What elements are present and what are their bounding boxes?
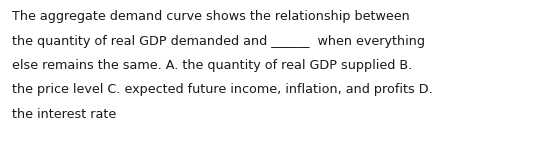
Text: else remains the same. A. the quantity of real GDP supplied B.: else remains the same. A. the quantity o…: [12, 59, 412, 72]
Text: the price level C. expected future income, inflation, and profits D.: the price level C. expected future incom…: [12, 84, 433, 97]
Text: the interest rate: the interest rate: [12, 108, 116, 121]
Text: the quantity of real GDP demanded and ______  when everything: the quantity of real GDP demanded and __…: [12, 34, 425, 47]
Text: The aggregate demand curve shows the relationship between: The aggregate demand curve shows the rel…: [12, 10, 410, 23]
